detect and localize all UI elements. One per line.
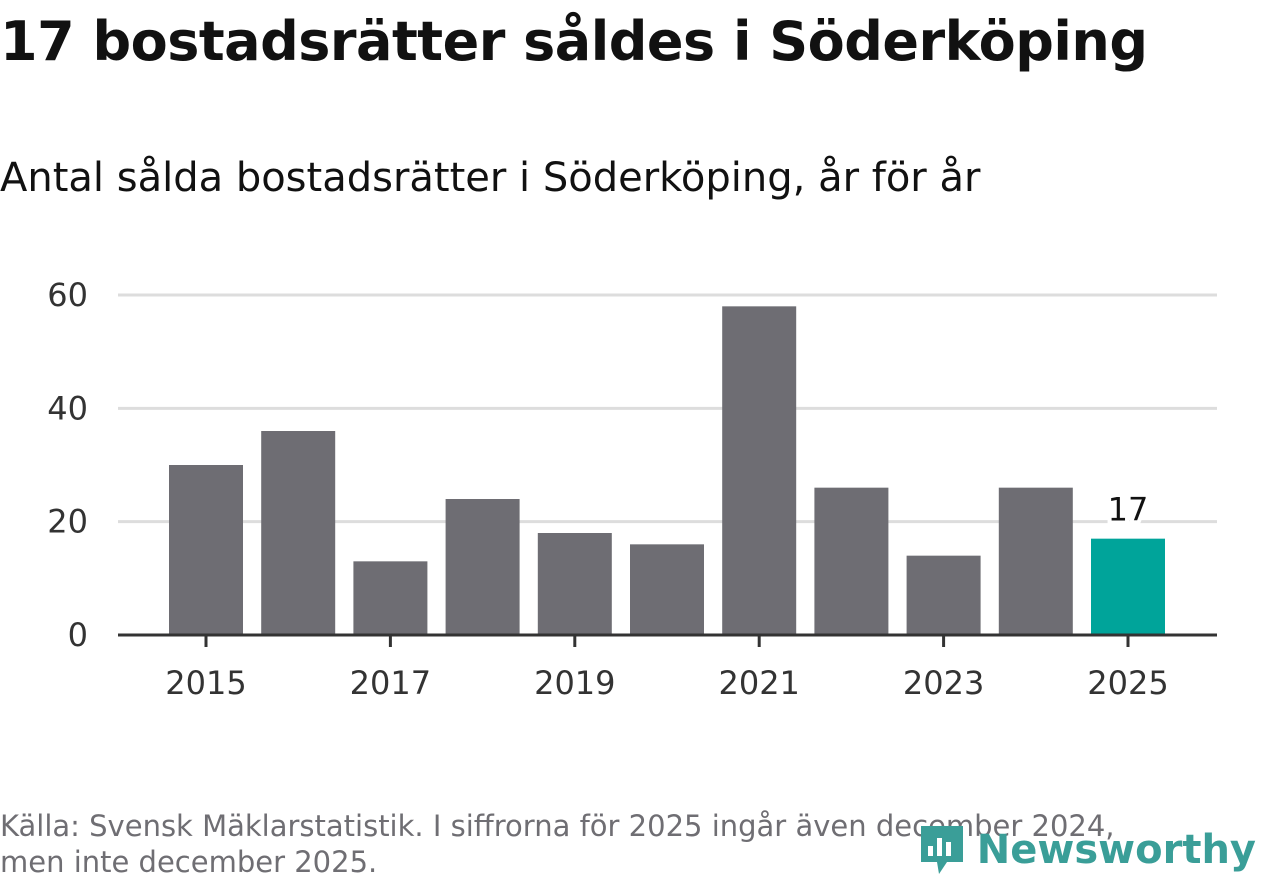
- bar-2016: [261, 431, 336, 635]
- source-line-2: men inte december 2025.: [0, 845, 378, 879]
- newsworthy-logo: Newsworthy: [917, 822, 1256, 878]
- x-tick-label-2015: 2015: [165, 664, 246, 702]
- axes: 0 20 40 60 2015 2017 2019 2021 2023 2025: [47, 276, 1217, 702]
- x-tick-label-2025: 2025: [1087, 664, 1168, 702]
- bar-2024: [998, 487, 1073, 635]
- x-tick-label-2017: 2017: [350, 664, 431, 702]
- bar-2015: [169, 465, 243, 635]
- bar-2023: [906, 555, 981, 635]
- y-tick-label-40: 40: [47, 389, 88, 427]
- newsworthy-logo-text: Newsworthy: [976, 827, 1256, 873]
- bars: 17: [169, 306, 1165, 635]
- x-tick-label-2021: 2021: [718, 664, 799, 702]
- x-tick-label-2019: 2019: [534, 664, 615, 702]
- bar-2022: [814, 487, 889, 635]
- y-tick-label-20: 20: [47, 503, 88, 541]
- bar-2020: [630, 544, 704, 635]
- y-tick-label-60: 60: [47, 276, 88, 314]
- chart-title: 17 bostadsrätter såldes i Söderköping: [0, 10, 1148, 73]
- y-tick-label-0: 0: [68, 616, 88, 654]
- bar-2017: [353, 561, 428, 635]
- newsworthy-logo-icon: [920, 826, 963, 874]
- data-label-2025: 17: [1108, 491, 1149, 529]
- x-tick-label-2023: 2023: [903, 664, 984, 702]
- bar-2025: [1091, 538, 1165, 635]
- bar-2018: [445, 499, 520, 635]
- chart-subtitle: Antal sålda bostadsrätter i Söderköping,…: [0, 155, 981, 201]
- bar-2019: [537, 533, 612, 635]
- bar-2021: [722, 306, 797, 635]
